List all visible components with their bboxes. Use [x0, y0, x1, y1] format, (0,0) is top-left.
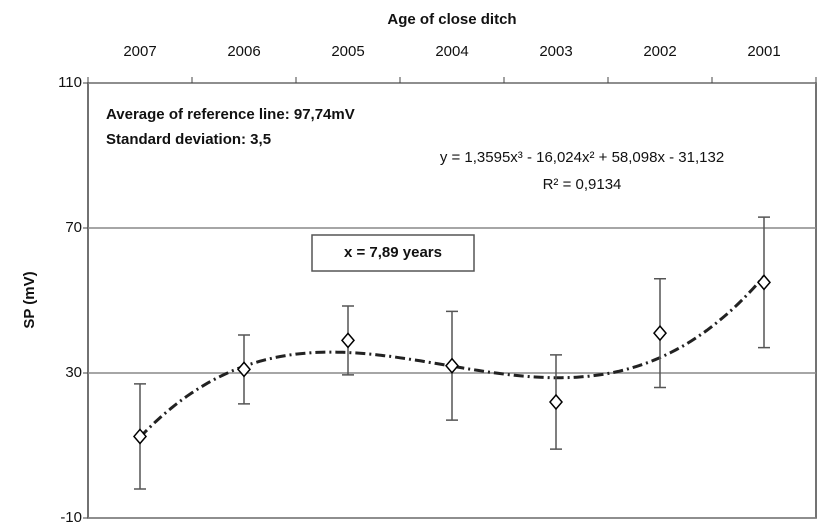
x-tick-label: 2005 [331, 43, 364, 60]
marker [653, 324, 667, 342]
marker [237, 361, 251, 378]
annotation: Average of reference line: 97,74mV [106, 106, 355, 123]
y-tick-label: 30 [65, 364, 82, 381]
x-tick-label: 2004 [435, 43, 468, 60]
y-tick-label: 110 [58, 74, 82, 91]
y-tick-label: 70 [65, 219, 82, 236]
trend-r2: R² = 0,9134 [543, 176, 622, 193]
marker [757, 274, 771, 291]
x-tick-label: 2007 [123, 43, 156, 60]
marker [445, 357, 459, 374]
x-tick-label: 2003 [539, 43, 572, 60]
x-tick-label: 2002 [643, 43, 676, 60]
x-axis-title: Age of close ditch [387, 11, 516, 28]
marker [133, 428, 147, 445]
trend-equation: y = 1,3595x³ - 16,024x² + 58,098x - 31,1… [440, 149, 724, 166]
marker [549, 393, 563, 411]
x-tick-label: 2006 [227, 43, 260, 60]
boxed-annotation: x = 7,89 years [344, 244, 442, 261]
y-tick-label: -10 [60, 509, 82, 525]
x-tick-label: 2001 [747, 43, 780, 60]
annotation: Standard deviation: 3,5 [106, 131, 271, 148]
y-axis-title: SP (mV) [21, 271, 38, 328]
marker [341, 332, 355, 349]
annotation-box [311, 234, 475, 272]
